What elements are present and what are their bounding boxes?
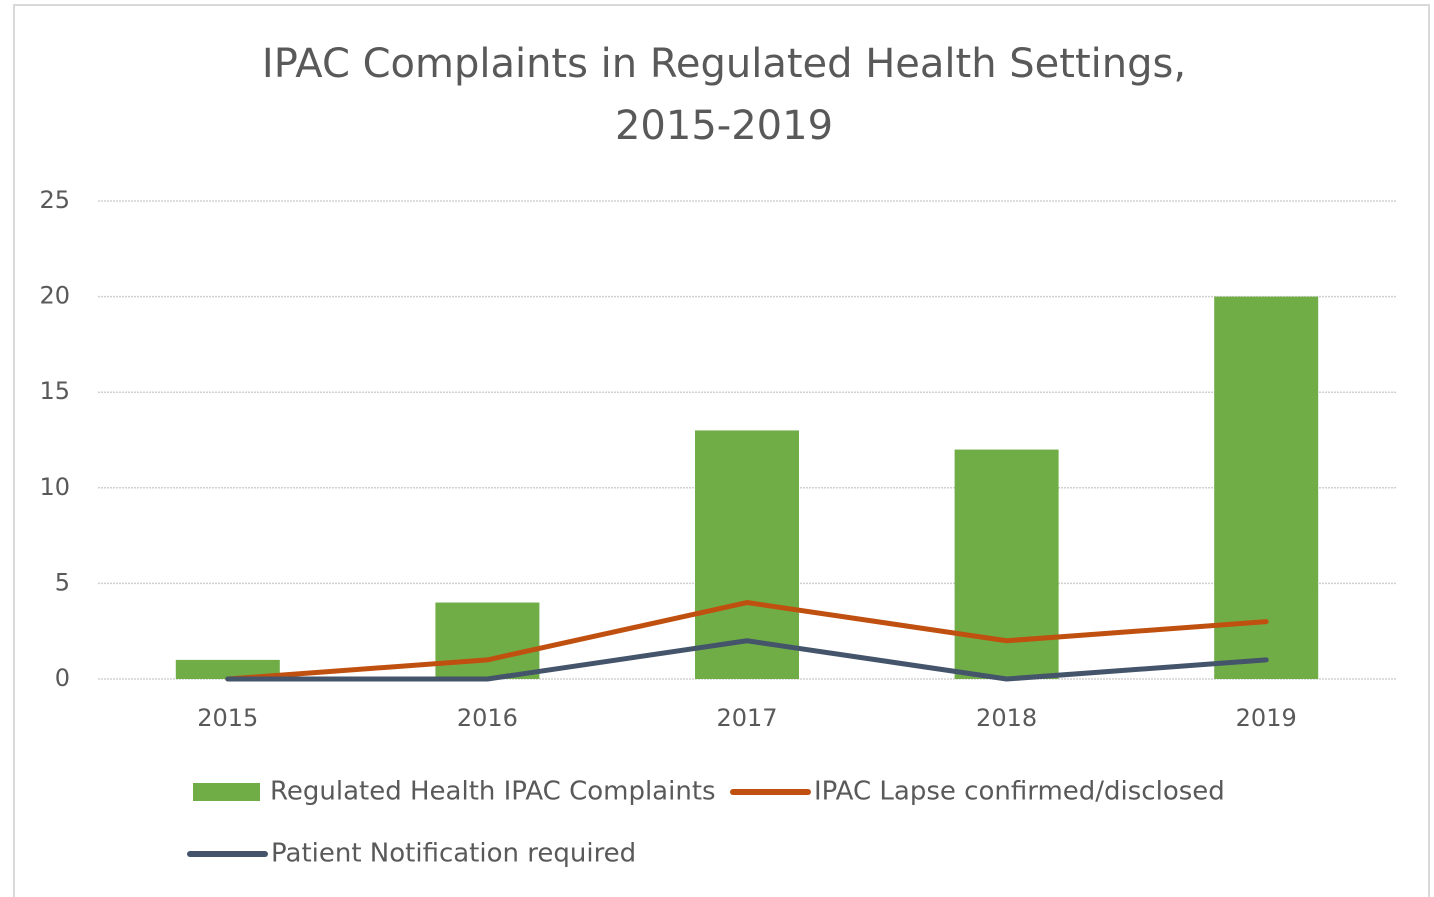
legend-label: Regulated Health IPAC Complaints [270, 777, 716, 807]
bar [695, 430, 799, 679]
y-tick-label: 0 [55, 664, 70, 692]
line [225, 600, 1269, 682]
x-tick-label: 2015 [197, 704, 258, 732]
chart-title: IPAC Complaints in Regulated Health Sett… [262, 41, 1186, 87]
line [225, 638, 1269, 682]
y-tick-label: 5 [55, 568, 70, 596]
chart-title: 2015-2019 [615, 103, 833, 149]
y-tick-label: 10 [39, 473, 70, 501]
x-tick-label: 2017 [716, 704, 777, 732]
legend-swatch [193, 783, 260, 801]
legend-label: IPAC Lapse confirmed/disclosed [814, 777, 1225, 807]
y-tick-label: 15 [39, 377, 70, 405]
y-tick-label: 25 [39, 186, 70, 214]
bar [175, 659, 280, 679]
y-tick-label: 20 [39, 282, 70, 310]
bar [1214, 296, 1319, 679]
x-tick-label: 2019 [1236, 704, 1297, 732]
bar [435, 602, 540, 679]
legend-label: Patient Notification required [271, 839, 636, 869]
x-tick-label: 2016 [457, 704, 518, 732]
x-tick-label: 2018 [976, 704, 1037, 732]
bar [954, 449, 1059, 679]
